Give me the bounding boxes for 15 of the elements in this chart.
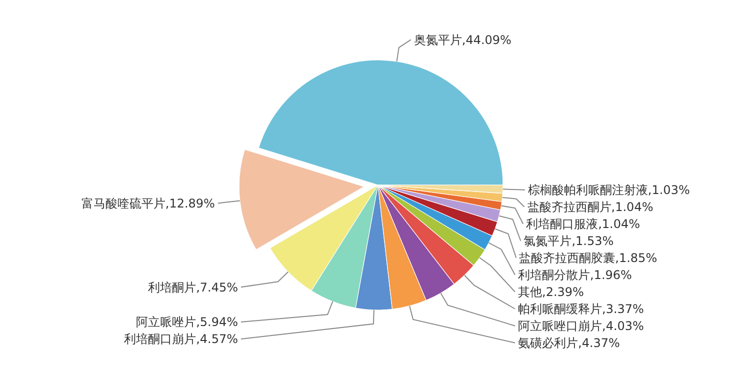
slice-label: 利培酮片,7.45%: [148, 280, 238, 294]
slice-label: 盐酸齐拉西酮片,1.04%: [527, 200, 654, 214]
slice-label: 阿立哌唑口崩片,4.03%: [518, 319, 644, 334]
slice-label: 奥氮平片,44.09%: [414, 32, 512, 47]
slice-label: 氨磺必利片,4.37%: [518, 336, 620, 350]
slice-label: 棕榈酸帕利哌酮注射液,1.03%: [528, 183, 690, 198]
slice-label: 利培酮口崩片,4.57%: [124, 332, 238, 346]
slice-label: 盐酸齐拉西酮胶囊,1.85%: [519, 251, 658, 266]
slice-label: 利培酮口服液,1.04%: [526, 217, 640, 232]
slice-label: 帕利哌酮缓释片,3.37%: [518, 302, 644, 316]
slice-label: 氯氮平片,1.53%: [524, 234, 614, 248]
slice-label: 其他,2.39%: [518, 285, 584, 300]
slice-label: 富马酸喹硫平片,12.89%: [81, 196, 215, 210]
slice-label: 阿立哌唑片,5.94%: [136, 315, 238, 330]
slice-label: 利培酮分散片,1.96%: [518, 268, 632, 282]
